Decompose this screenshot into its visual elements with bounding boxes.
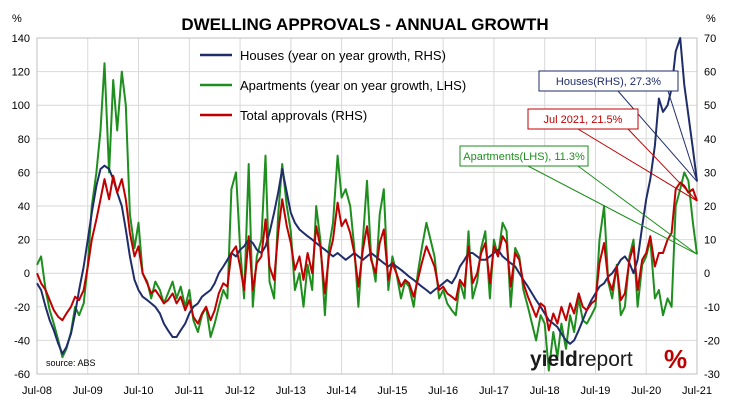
legend-label: Total approvals (RHS)	[240, 108, 367, 123]
right-tick-label: 30	[704, 167, 716, 179]
callout-leader	[667, 90, 698, 182]
x-tick-label: Jul-09	[73, 385, 103, 397]
left-tick-label: 0	[24, 268, 30, 280]
right-axis-ticks: -30 -20 -10 0 10 20 30 40 50 60 70	[704, 33, 720, 381]
callout-leader	[577, 128, 698, 202]
right-tick-label: 70	[704, 33, 716, 45]
gridlines	[36, 37, 698, 375]
x-tick-label: Jul-10	[124, 385, 154, 397]
left-tick-label: -20	[14, 302, 30, 314]
x-tick-label: Jul-08	[22, 385, 52, 397]
callout-leader	[527, 165, 698, 255]
callout-leader	[577, 165, 698, 255]
legend-label: Apartments (year on year growth, LHS)	[240, 78, 466, 93]
right-tick-label: -10	[704, 302, 720, 314]
right-axis-unit: %	[706, 13, 716, 25]
right-tick-label: 40	[704, 134, 716, 146]
callout-label: Apartments(LHS), 11.3%	[463, 151, 585, 163]
legend-label: Houses (year on year growth, RHS)	[240, 48, 446, 63]
left-tick-label: 80	[18, 134, 30, 146]
right-tick-label: 60	[704, 67, 716, 79]
x-tick-label: Jul-21	[682, 385, 712, 397]
svg-text:%: %	[664, 344, 687, 374]
right-tick-label: -20	[704, 335, 720, 347]
left-tick-label: -40	[14, 335, 30, 347]
right-tick-label: -30	[704, 369, 720, 381]
x-tick-label: Jul-17	[479, 385, 509, 397]
right-tick-label: 20	[704, 201, 716, 213]
x-tick-label: Jul-16	[428, 385, 458, 397]
left-tick-label: 20	[18, 235, 30, 247]
callout-box	[538, 70, 679, 92]
plot-border	[36, 37, 698, 375]
x-tick-label: Jul-14	[327, 385, 357, 397]
left-axis-ticks: -60 -40 -20 0 20 40 60 80 100 120 140	[12, 33, 30, 381]
series-line-2	[36, 174, 698, 332]
right-tick-label: 0	[704, 268, 710, 280]
left-axis-unit: %	[12, 13, 22, 25]
svg-text:yieldreport: yieldreport	[530, 348, 633, 371]
right-tick-label: 10	[704, 235, 716, 247]
callout-box	[527, 108, 639, 130]
x-tick-label: Jul-20	[631, 385, 661, 397]
yieldreport-logo: yieldreport %	[530, 344, 687, 374]
callout-label: Houses(RHS), 27.3%	[556, 76, 661, 88]
x-axis-ticks: Jul-08 Jul-09 Jul-10 Jul-11 Jul-12 Jul-13 Jul-…	[22, 385, 712, 397]
legend: Houses (year on year growth, RHS) Apartme…	[200, 48, 466, 123]
x-tick-label: Jul-13	[276, 385, 306, 397]
left-tick-label: 120	[12, 67, 30, 79]
series-lines	[36, 37, 698, 372]
x-tick-label: Jul-12	[225, 385, 255, 397]
callout-leader	[627, 128, 698, 202]
left-tick-label: 100	[12, 100, 30, 112]
callout-leader	[617, 90, 698, 182]
x-tick-label: Jul-11	[175, 385, 204, 397]
callout-box	[459, 145, 589, 167]
callouts: Houses(RHS), 27.3% Jul 2021, 21.5% Apartme…	[459, 70, 698, 255]
callout-label: Jul 2021, 21.5%	[544, 114, 623, 126]
left-tick-label: 40	[18, 201, 30, 213]
x-tick-label: Jul-19	[580, 385, 610, 397]
x-tick-label: Jul-18	[530, 385, 560, 397]
right-tick-label: 50	[704, 100, 716, 112]
chart-title: DWELLING APPROVALS - ANNUAL GROWTH	[181, 15, 548, 34]
left-tick-label: 60	[18, 167, 30, 179]
source-note: source: ABS	[46, 358, 96, 368]
x-tick-label: Jul-15	[377, 385, 407, 397]
left-tick-label: 140	[12, 33, 30, 45]
left-tick-label: -60	[14, 369, 30, 381]
